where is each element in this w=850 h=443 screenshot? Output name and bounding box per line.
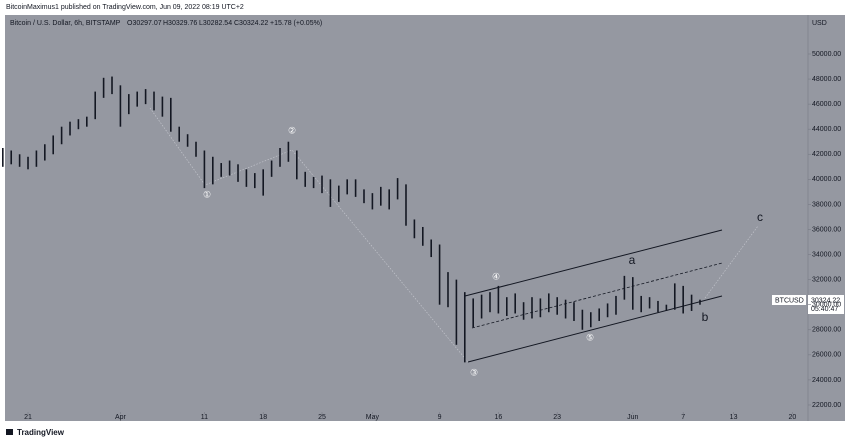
y-tick-label: 50000.00 [812,51,841,58]
channel-mid [471,262,723,329]
y-tick-label: 36000.00 [812,226,841,233]
y-tick-label: 44000.00 [812,126,841,133]
logo [6,429,13,435]
wave-label: a [629,253,636,267]
y-tick-label: 38000.00 [812,201,841,208]
wave-path [149,107,759,363]
y-tick-label: 48000.00 [812,76,841,83]
footer-brand: TradingView [17,428,65,437]
symbol-tag [772,295,806,305]
y-tick-label: 26000.00 [812,352,841,359]
x-tick-label: Apr [115,414,127,421]
y-tick-label: 24000.00 [812,377,841,384]
x-tick-label: 9 [438,414,442,421]
x-tick-label: Jun [627,414,638,421]
wave-label: ④ [492,271,500,281]
legend-low: L30282.54 [199,20,232,27]
price-tag-text: 30324.22 [811,297,840,304]
x-tick-label: 23 [553,414,561,421]
wave-line [149,107,469,363]
currency: USD [812,20,827,27]
wave-label: ② [288,125,296,135]
symbol-tag-text: BTCUSD [775,297,804,304]
wave-label: b [702,310,709,324]
countdown: 05:40:47 [811,306,838,313]
y-tick-label: 22000.00 [812,402,841,409]
y-tick-label: 32000.00 [812,276,841,283]
time-axis [5,412,845,421]
y-tick-label: 42000.00 [812,151,841,158]
wave-label: ① [203,189,211,199]
price-bars [2,76,701,363]
price-axis [808,15,845,412]
x-tick-label: 7 [681,414,685,421]
channel-upper [464,229,723,297]
x-tick-label: 21 [24,414,32,421]
y-tick-label: 34000.00 [812,251,841,258]
logo-mark [6,429,13,435]
y-tick-label: 46000.00 [812,101,841,108]
x-tick-label: May [366,414,380,421]
x-tick-label: 18 [259,414,267,421]
x-tick-label: 20 [788,414,796,421]
legend-close: C30324.22 [234,20,268,27]
published-note: BitcoinMaximus1 published on TradingView… [6,4,244,11]
legend-high: H30329.76 [163,20,197,27]
chart-title: Bitcoin / U.S. Dollar, 6h, BITSTAMP [10,20,121,27]
channel-lower [467,295,723,363]
wave-label: c [757,210,763,224]
wave-label: ③ [470,367,478,377]
y-tick-label: 28000.00 [812,327,841,334]
y-tick-label: 40000.00 [812,176,841,183]
legend-open: O30297.07 [127,20,162,27]
price-tag [808,295,844,314]
y-tick-label: 30000.00 [812,302,841,309]
channel [464,229,723,363]
x-tick-label: 16 [494,414,502,421]
x-tick-label: 11 [201,414,208,421]
wave-label: ⑤ [586,332,594,342]
legend-change: +15.78 (+0.05%) [270,20,322,27]
x-tick-label: 25 [318,414,326,421]
x-tick-label: 13 [730,414,738,421]
